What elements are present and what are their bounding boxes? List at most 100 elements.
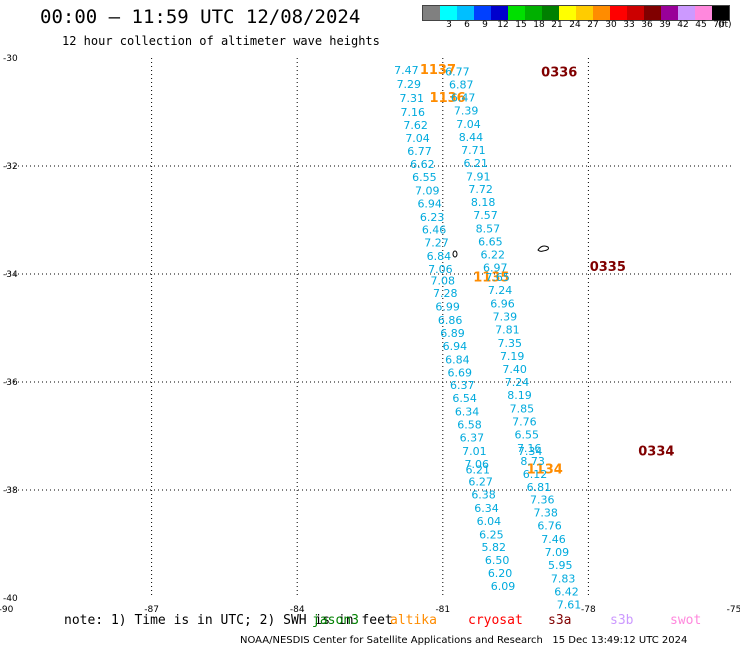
wave-height-value: 7.39 bbox=[454, 104, 479, 117]
wave-height-value: 6.86 bbox=[438, 314, 463, 327]
wave-height-value: 6.89 bbox=[440, 327, 465, 340]
wave-height-value: 7.38 bbox=[533, 507, 558, 520]
wave-height-value: 6.87 bbox=[449, 78, 474, 91]
scale-swatch bbox=[440, 6, 457, 20]
lon-tick-label: -87 bbox=[144, 605, 159, 615]
pass-time-label: 1135 bbox=[473, 271, 509, 286]
lon-tick-label: -78 bbox=[581, 605, 596, 615]
map-title: 00:00 – 11:59 UTC 12/08/2024 bbox=[40, 6, 361, 28]
wave-height-value: 6.09 bbox=[491, 580, 516, 593]
wave-height-value: 7.62 bbox=[403, 119, 428, 132]
wave-height-value: 7.19 bbox=[500, 350, 525, 363]
lat-tick-label: -30 bbox=[3, 54, 18, 64]
wave-height-value: 6.84 bbox=[445, 353, 470, 366]
lat-tick-label: -36 bbox=[3, 378, 18, 388]
wave-height-value: 6.50 bbox=[485, 554, 510, 567]
wave-height-value: 6.55 bbox=[515, 428, 540, 441]
wave-height-value: 6.37 bbox=[450, 379, 475, 392]
satellite-cryosat: cryosat bbox=[468, 613, 523, 628]
island-outline bbox=[452, 250, 458, 258]
wave-height-value: 7.28 bbox=[433, 287, 458, 300]
scale-swatch bbox=[457, 6, 474, 20]
wave-height-value: 6.65 bbox=[478, 236, 503, 249]
scale-label: 18 bbox=[533, 20, 545, 30]
wave-height-value: 7.16 bbox=[517, 442, 542, 455]
lon-tick-label: -75 bbox=[727, 605, 740, 615]
wave-height-value: 7.09 bbox=[415, 184, 440, 197]
scale-label: 45 bbox=[695, 20, 707, 30]
wave-height-value: 6.55 bbox=[412, 171, 437, 184]
wave-height-value: 7.81 bbox=[495, 324, 520, 337]
wave-height-value: 7.09 bbox=[545, 546, 570, 559]
wave-height-value: 7.47 bbox=[394, 64, 419, 77]
wave-height-value: 7.36 bbox=[530, 494, 555, 507]
wave-height-value: 7.31 bbox=[399, 92, 424, 105]
wave-height-value: 6.34 bbox=[455, 406, 480, 419]
wave-height-value: 6.62 bbox=[410, 158, 435, 171]
wave-height-value: 6.94 bbox=[417, 197, 442, 210]
wave-height-value: 5.82 bbox=[482, 541, 507, 554]
wave-height-value: 7.01 bbox=[462, 445, 487, 458]
wave-height-value: 6.47 bbox=[451, 91, 476, 104]
wave-height-value: 6.38 bbox=[471, 488, 496, 501]
wave-height-value: 7.76 bbox=[512, 415, 537, 428]
scale-swatch bbox=[491, 6, 508, 20]
wave-height-value: 7.65 bbox=[485, 271, 510, 284]
wave-height-value: 6.84 bbox=[427, 250, 452, 263]
footer-note: note: 1) Time is in UTC; 2) SWH is in fe… bbox=[64, 613, 393, 628]
scale-label: 33 bbox=[623, 20, 635, 30]
satellite-altika: altika bbox=[390, 613, 437, 628]
pass-time-label: 1136 bbox=[430, 91, 466, 106]
wave-height-value: 7.71 bbox=[461, 144, 486, 157]
scale-swatch bbox=[712, 6, 729, 20]
wave-height-value: 6.21 bbox=[465, 463, 490, 476]
wave-height-value: 7.46 bbox=[541, 533, 566, 546]
scale-label: 21 bbox=[551, 20, 563, 30]
pass-time-label: 0334 bbox=[638, 445, 674, 460]
scale-label: 42 bbox=[677, 20, 689, 30]
scale-label: 3 bbox=[446, 20, 452, 30]
wave-height-value: 7.16 bbox=[400, 106, 425, 119]
wave-height-value: 6.81 bbox=[527, 481, 552, 494]
wave-height-value: 7.04 bbox=[456, 118, 481, 131]
wave-height-value: 7.40 bbox=[502, 363, 527, 376]
wave-height-value: 7.61 bbox=[557, 598, 582, 611]
wave-height-value: 6.42 bbox=[554, 586, 579, 599]
satellite-jason3: jason3 bbox=[312, 613, 359, 628]
wave-height-value: 6.76 bbox=[537, 520, 562, 533]
scale-label: 70 bbox=[713, 20, 725, 30]
scale-swatch bbox=[610, 6, 627, 20]
wave-height-value: 7.24 bbox=[488, 284, 513, 297]
wave-height-value: 6.54 bbox=[452, 392, 477, 405]
satellite-s3b: s3b bbox=[610, 613, 634, 628]
lat-tick-label: -38 bbox=[3, 486, 18, 496]
color-scale-bar bbox=[422, 5, 730, 21]
scale-swatch bbox=[695, 6, 712, 20]
wave-height-value: 7.35 bbox=[498, 337, 523, 350]
wave-height-value: 6.77 bbox=[407, 145, 432, 158]
scale-swatch bbox=[508, 6, 525, 20]
scale-label: 12 bbox=[497, 20, 509, 30]
scale-swatch bbox=[423, 6, 440, 20]
wave-height-value: 5.95 bbox=[548, 559, 573, 572]
scale-label: 9 bbox=[482, 20, 488, 30]
timestamp-text: 15 Dec 13:49:12 UTC 2024 bbox=[552, 635, 688, 646]
wave-height-value: 7.91 bbox=[466, 170, 491, 183]
wave-height-value: 8.18 bbox=[471, 196, 496, 209]
wave-height-value: 7.06 bbox=[428, 263, 453, 276]
pass-time-label: 0335 bbox=[590, 260, 626, 275]
wave-height-value: 8.73 bbox=[520, 455, 545, 468]
wave-height-value: 6.21 bbox=[464, 157, 489, 170]
wave-height-value: 6.46 bbox=[422, 224, 447, 237]
wave-height-value: 7.27 bbox=[424, 237, 449, 250]
scale-label: 39 bbox=[659, 20, 671, 30]
credit-text: NOAA/NESDIS Center for Satellite Applica… bbox=[240, 635, 543, 646]
wave-height-value: 7.39 bbox=[493, 311, 518, 324]
scale-swatch bbox=[474, 6, 491, 20]
scale-swatch bbox=[661, 6, 678, 20]
wave-height-value: 7.83 bbox=[551, 573, 576, 586]
wave-height-value: 6.99 bbox=[435, 300, 460, 313]
satellite-swot: swot bbox=[670, 613, 702, 628]
wave-height-value: 6.23 bbox=[420, 211, 445, 224]
